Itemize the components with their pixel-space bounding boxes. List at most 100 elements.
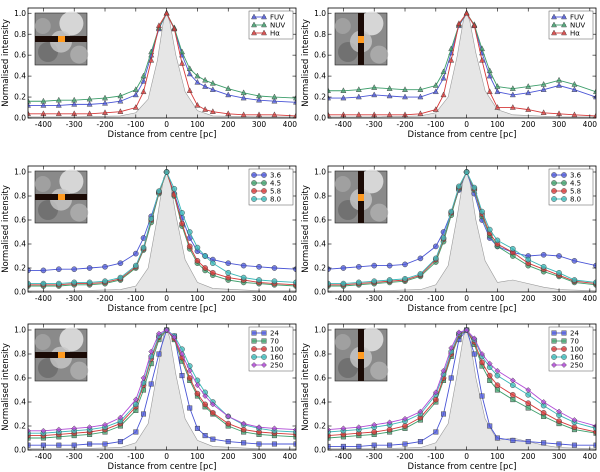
- data-point: [132, 396, 139, 403]
- data-point: [525, 256, 532, 263]
- y-tick-label: 0.0: [314, 288, 326, 297]
- data-point: [387, 442, 393, 448]
- inset-blob: [34, 176, 51, 192]
- data-point: [28, 280, 31, 287]
- data-point: [448, 45, 455, 52]
- x-tick-label: -300: [366, 294, 383, 303]
- series-h: [28, 9, 296, 118]
- inset-blob: [59, 11, 84, 36]
- legend-marker: [261, 362, 267, 368]
- legend-marker: [251, 330, 257, 336]
- data-point: [540, 86, 547, 92]
- data-point: [225, 413, 232, 420]
- data-point: [540, 251, 547, 258]
- y-tick-label: 0.4: [14, 398, 26, 407]
- legend-marker: [251, 29, 257, 36]
- panel-top-left: -400 -300 -200 -100 0 100 200 300 400 0.0 0.2 0.4 0.…: [1, 7, 297, 140]
- data-point: [132, 86, 139, 92]
- data-point: [494, 88, 501, 95]
- legend-marker: [551, 338, 557, 344]
- legend-label: 3.6: [570, 171, 582, 179]
- data-point: [209, 86, 216, 92]
- data-point: [494, 367, 501, 374]
- data-point: [210, 269, 216, 276]
- data-point: [55, 96, 62, 103]
- x-tick-label: 200: [521, 294, 536, 303]
- y-tick-label: 1.0: [314, 9, 326, 18]
- data-point: [179, 209, 185, 216]
- legend-label: 3.6: [270, 171, 282, 179]
- x-tick-label: 200: [521, 452, 536, 461]
- y-tick-label: 0.0: [14, 114, 26, 123]
- data-point: [448, 208, 455, 215]
- data-point: [356, 443, 362, 449]
- legend-label: 4.5: [270, 179, 281, 187]
- legend-marker: [551, 196, 557, 202]
- legend-marker: [261, 13, 267, 20]
- legend-label: 24: [570, 329, 579, 337]
- data-point: [141, 411, 147, 417]
- data-point: [271, 441, 277, 447]
- data-point: [117, 274, 124, 281]
- data-point: [540, 409, 547, 416]
- data-point: [133, 250, 139, 257]
- data-point: [202, 76, 209, 83]
- data-point: [510, 437, 516, 443]
- data-point: [133, 262, 139, 269]
- data-point: [356, 263, 362, 270]
- data-point: [148, 348, 155, 355]
- data-point: [194, 390, 201, 397]
- data-point: [186, 243, 193, 250]
- inset-blob: [334, 176, 351, 192]
- data-point: [194, 101, 201, 108]
- x-tick-label: -400: [335, 452, 352, 461]
- data-point: [240, 426, 247, 433]
- data-point: [417, 271, 424, 277]
- legend-label: 100: [570, 345, 583, 353]
- data-point: [55, 426, 62, 433]
- legend-marker: [561, 362, 567, 368]
- data-point: [556, 253, 562, 259]
- x-tick-label: 0: [164, 120, 169, 129]
- data-point: [494, 237, 501, 244]
- x-tick-label: -200: [396, 120, 413, 129]
- data-point: [486, 67, 493, 74]
- data-point: [402, 423, 408, 429]
- data-point: [71, 425, 78, 432]
- data-point: [40, 97, 47, 104]
- legend-label: 24: [270, 329, 279, 337]
- data-point: [179, 373, 185, 379]
- data-point: [471, 22, 478, 29]
- data-point: [210, 409, 216, 416]
- data-point: [117, 439, 123, 445]
- x-tick-label: 100: [190, 452, 205, 461]
- series-line: [328, 12, 596, 117]
- y-tick-label: 0.6: [14, 51, 26, 60]
- x-axis-label: Distance from centre [pc]: [408, 130, 517, 140]
- data-point: [271, 93, 278, 100]
- legend-marker: [261, 188, 267, 194]
- y-tick-label: 0.8: [14, 30, 26, 39]
- data-point: [163, 327, 170, 333]
- data-point: [340, 425, 347, 432]
- legend-marker: [261, 346, 267, 352]
- legend-label: FUV: [270, 13, 284, 21]
- data-point: [593, 93, 596, 100]
- data-point: [186, 87, 193, 93]
- legend-label: 5.8: [270, 187, 281, 195]
- data-point: [256, 92, 262, 99]
- data-point: [525, 400, 532, 407]
- legend-marker: [251, 354, 257, 360]
- x-tick-label: 0: [464, 120, 469, 129]
- series-250: [328, 327, 596, 433]
- data-point: [293, 94, 296, 101]
- y-tick-label: 0.2: [14, 264, 26, 273]
- data-point: [202, 83, 209, 89]
- data-point: [433, 255, 439, 262]
- y-tick-label: 1.0: [14, 168, 26, 177]
- data-point: [540, 399, 547, 405]
- x-tick-label: -200: [96, 294, 113, 303]
- legend-label: 70: [270, 337, 279, 345]
- legend-marker: [561, 196, 567, 202]
- data-point: [140, 77, 147, 84]
